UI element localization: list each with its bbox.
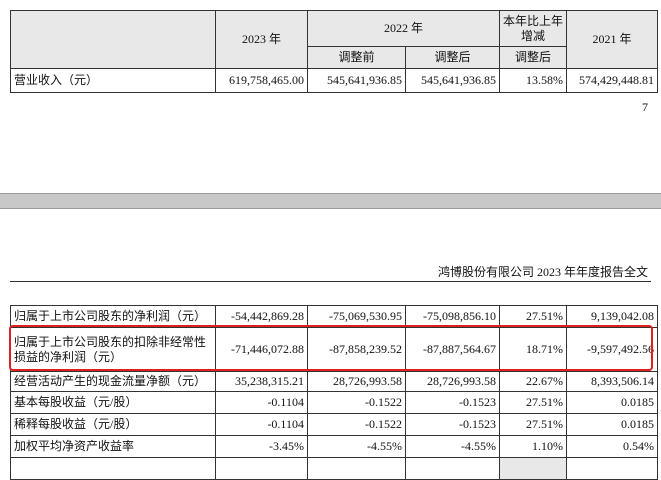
page-break bbox=[0, 193, 661, 209]
cell: -9,597,492.56 bbox=[566, 327, 658, 372]
table-row bbox=[10, 457, 658, 480]
cell: -54,442,869.28 bbox=[215, 305, 308, 328]
header-cell: 调整后 bbox=[405, 46, 500, 69]
cell: 545,641,936.85 bbox=[405, 68, 500, 93]
cell: 35,238,315.21 bbox=[215, 371, 308, 392]
row-label: 经营活动产生的现金流量净额（元） bbox=[10, 371, 216, 392]
cell: 9,139,042.08 bbox=[566, 305, 658, 328]
row-label: 基本每股收益（元/股） bbox=[10, 391, 216, 414]
header-cell: 2023 年 bbox=[215, 10, 308, 69]
cell: -0.1523 bbox=[405, 413, 500, 436]
cell: 28,726,993.58 bbox=[405, 371, 500, 392]
table-row: 归属于上市公司股东的净利润（元） -54,442,869.28 -75,069,53… bbox=[10, 305, 658, 328]
cell: -87,887,564.67 bbox=[405, 327, 500, 372]
cell: -75,069,530.95 bbox=[307, 305, 406, 328]
cell: -0.1104 bbox=[215, 391, 308, 414]
cell: -4.55% bbox=[405, 435, 500, 458]
table-bottom: 归属于上市公司股东的净利润（元） -54,442,869.28 -75,069,53… bbox=[10, 305, 658, 480]
header-cell: 本年比上年增减 bbox=[499, 10, 567, 47]
document: 2023 年 2022 年 本年比上年增减 2021 年 调整前 调整后 调整后… bbox=[0, 10, 661, 480]
cell: 0.54% bbox=[566, 435, 658, 458]
cell: 619,758,465.00 bbox=[215, 68, 308, 93]
row-label: 营业收入（元） bbox=[10, 68, 216, 93]
cell: 0.0185 bbox=[566, 413, 658, 436]
table-top: 2023 年 2022 年 本年比上年增减 2021 年 调整前 调整后 调整后… bbox=[10, 10, 658, 93]
table-row: 基本每股收益（元/股） -0.1104 -0.1522 -0.1523 27.51% 0.… bbox=[10, 391, 658, 414]
cell: 1.10% bbox=[499, 435, 567, 458]
cell: 27.51% bbox=[499, 413, 567, 436]
header-cell: 调整后 bbox=[499, 46, 567, 69]
row-label: 归属于上市公司股东的扣除非经常性损益的净利润（元） bbox=[10, 327, 216, 372]
cell bbox=[499, 457, 567, 480]
cell: -87,858,239.52 bbox=[307, 327, 406, 372]
running-header: 鸿博股份有限公司 2023 年年度报告全文 bbox=[437, 265, 648, 279]
table-row: 经营活动产生的现金流量净额（元） 35,238,315.21 28,726,993.… bbox=[10, 371, 658, 392]
cell: -0.1522 bbox=[307, 413, 406, 436]
row-label: 加权平均净资产收益率 bbox=[10, 435, 216, 458]
cell: 13.58% bbox=[499, 68, 567, 93]
cell: 545,641,936.85 bbox=[307, 68, 406, 93]
cell: 8,393,506.14 bbox=[566, 371, 658, 392]
cell: 27.51% bbox=[499, 305, 567, 328]
cell: -0.1104 bbox=[215, 413, 308, 436]
cell: 18.71% bbox=[499, 327, 567, 372]
header-cell: 2021 年 bbox=[566, 10, 658, 69]
cell bbox=[566, 457, 658, 480]
table-row: 营业收入（元） 619,758,465.00 545,641,936.85 545,6… bbox=[10, 68, 658, 93]
header-cell: 2022 年 bbox=[307, 10, 500, 47]
table-row: 加权平均净资产收益率 -3.45% -4.55% -4.55% 1.10% 0.54% bbox=[10, 435, 658, 458]
cell: 22.67% bbox=[499, 371, 567, 392]
cell bbox=[10, 457, 216, 480]
cell: -0.1522 bbox=[307, 391, 406, 414]
cell bbox=[405, 457, 500, 480]
cell bbox=[215, 457, 308, 480]
row-label: 归属于上市公司股东的净利润（元） bbox=[10, 305, 216, 328]
page-number: 7 bbox=[642, 100, 648, 114]
cell: -71,446,072.88 bbox=[215, 327, 308, 372]
table-row: 归属于上市公司股东的扣除非经常性损益的净利润（元） -71,446,072.88-… bbox=[10, 327, 658, 372]
header-cell bbox=[10, 10, 216, 69]
cell: -4.55% bbox=[307, 435, 406, 458]
cell: -75,098,856.10 bbox=[405, 305, 500, 328]
cell: 574,429,448.81 bbox=[566, 68, 658, 93]
cell: 0.0185 bbox=[566, 391, 658, 414]
cell: 27.51% bbox=[499, 391, 567, 414]
cell: -3.45% bbox=[215, 435, 308, 458]
cell bbox=[307, 457, 406, 480]
cell: -0.1523 bbox=[405, 391, 500, 414]
table-row: 稀释每股收益（元/股） -0.1104 -0.1522 -0.1523 27.51% 0.… bbox=[10, 413, 658, 436]
header-cell: 调整前 bbox=[307, 46, 406, 69]
cell: 28,726,993.58 bbox=[307, 371, 406, 392]
row-label: 稀释每股收益（元/股） bbox=[10, 413, 216, 436]
page: {"page_number": "7", "running_header": "… bbox=[0, 10, 661, 480]
header-rule bbox=[10, 281, 651, 282]
